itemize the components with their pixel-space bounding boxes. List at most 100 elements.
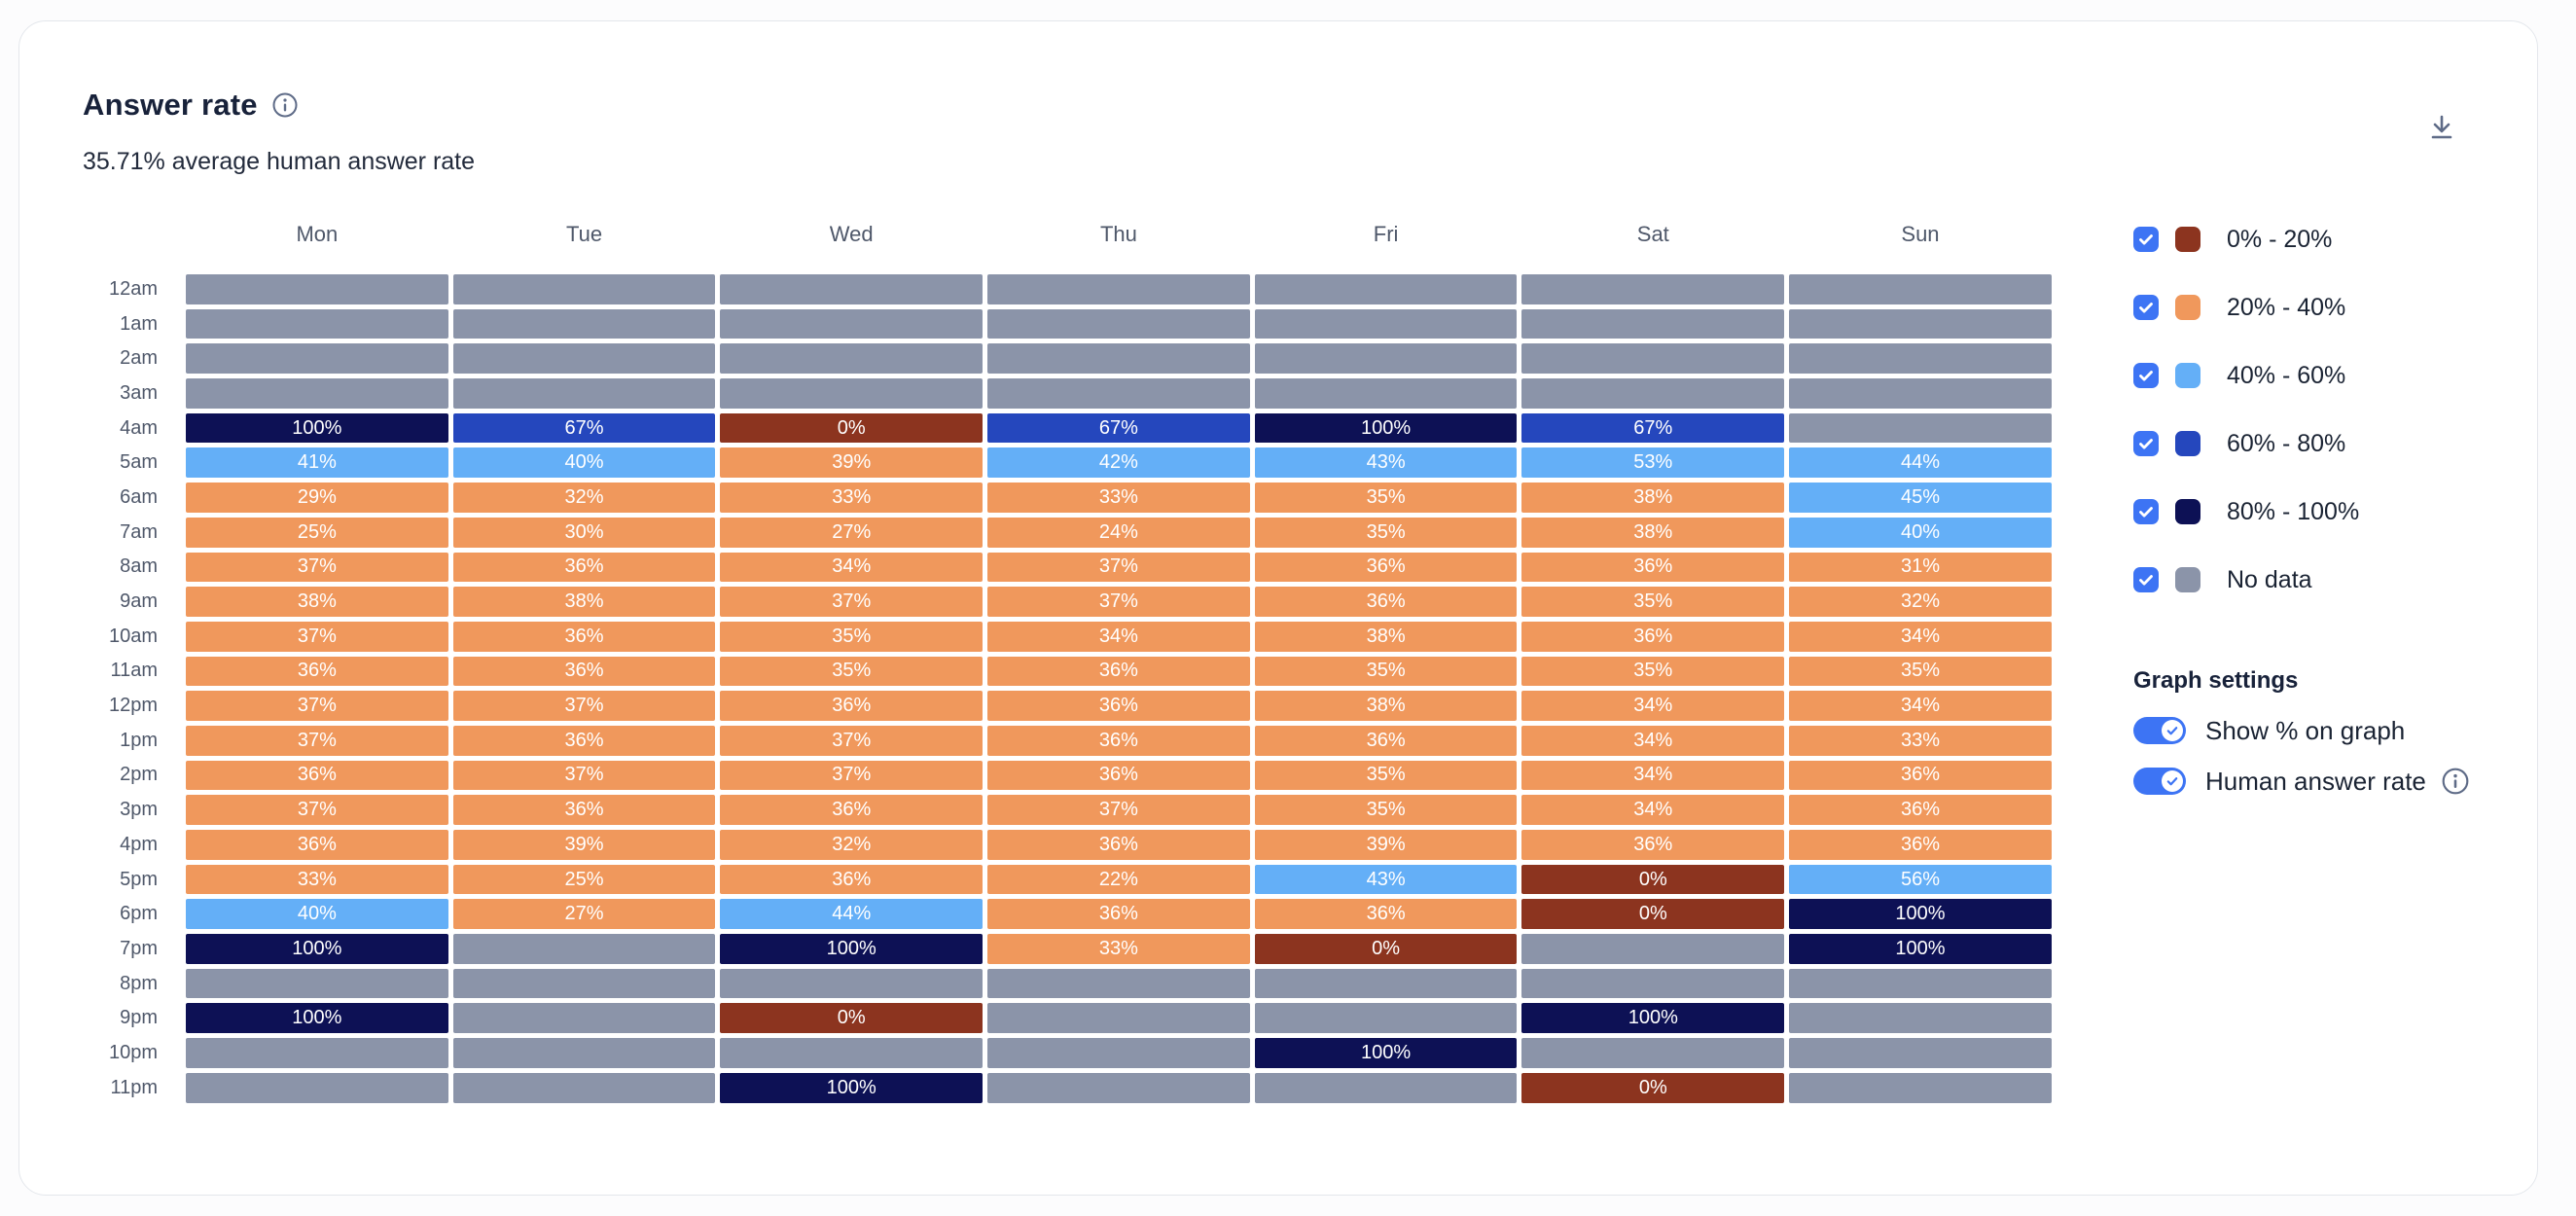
toggle-switch-0[interactable] [2133,717,2186,744]
heatmap-cell-sat-4am[interactable]: 67% [1521,412,1785,444]
heatmap-cell-fri-10am[interactable]: 38% [1254,621,1518,652]
download-button[interactable] [2420,107,2463,150]
heatmap-cell-tue-1pm[interactable]: 36% [452,725,716,756]
heatmap-cell-sun-9pm[interactable] [1789,1003,2052,1034]
heatmap-cell-wed-2am[interactable] [720,343,984,375]
heatmap-cell-fri-5pm[interactable]: 43% [1254,864,1518,895]
heatmap-cell-fri-3am[interactable] [1254,378,1518,409]
heatmap-cell-thu-9am[interactable]: 37% [987,587,1250,617]
heatmap-cell-sat-6pm[interactable]: 0% [1521,899,1785,930]
info-icon[interactable] [271,91,299,119]
heatmap-cell-tue-2pm[interactable]: 37% [452,760,716,791]
heatmap-cell-fri-3pm[interactable]: 35% [1254,795,1518,825]
heatmap-cell-sun-1pm[interactable]: 33% [1789,725,2052,756]
heatmap-cell-fri-9pm[interactable] [1254,1003,1518,1034]
heatmap-cell-thu-6am[interactable]: 33% [987,483,1250,513]
heatmap-cell-sat-7pm[interactable] [1521,934,1785,964]
heatmap-cell-wed-5pm[interactable]: 36% [720,864,984,895]
heatmap-cell-tue-5pm[interactable]: 25% [452,864,716,895]
heatmap-cell-wed-3am[interactable] [720,378,984,409]
heatmap-cell-sun-4pm[interactable]: 36% [1789,830,2052,860]
heatmap-cell-thu-4pm[interactable]: 36% [987,830,1250,860]
heatmap-cell-fri-1am[interactable] [1254,308,1518,340]
heatmap-cell-tue-10pm[interactable] [452,1038,716,1068]
heatmap-cell-wed-8pm[interactable] [720,968,984,999]
heatmap-cell-thu-1am[interactable] [987,308,1250,340]
heatmap-cell-sun-10am[interactable]: 34% [1789,621,2052,652]
heatmap-cell-mon-11pm[interactable] [186,1072,448,1103]
heatmap-cell-tue-3pm[interactable]: 36% [452,795,716,825]
heatmap-cell-wed-1am[interactable] [720,308,984,340]
heatmap-cell-thu-4am[interactable]: 67% [987,412,1250,444]
heatmap-cell-sat-11pm[interactable]: 0% [1521,1072,1785,1103]
heatmap-cell-tue-4am[interactable]: 67% [452,412,716,444]
heatmap-cell-sat-7am[interactable]: 38% [1521,517,1785,548]
heatmap-cell-tue-7pm[interactable] [452,934,716,964]
heatmap-cell-sun-3pm[interactable]: 36% [1789,795,2052,825]
toggle-switch-1[interactable] [2133,768,2186,795]
heatmap-cell-thu-6pm[interactable]: 36% [987,899,1250,930]
heatmap-cell-sat-9pm[interactable]: 100% [1521,1003,1785,1034]
heatmap-cell-wed-9pm[interactable]: 0% [720,1003,984,1034]
heatmap-cell-wed-10pm[interactable] [720,1038,984,1068]
heatmap-cell-sat-2pm[interactable]: 34% [1521,760,1785,791]
heatmap-cell-sun-4am[interactable] [1789,412,2052,444]
heatmap-cell-sun-7am[interactable]: 40% [1789,517,2052,548]
heatmap-cell-sun-1am[interactable] [1789,308,2052,340]
heatmap-cell-wed-3pm[interactable]: 36% [720,795,984,825]
heatmap-cell-mon-7pm[interactable]: 100% [186,934,448,964]
heatmap-cell-sat-5am[interactable]: 53% [1521,447,1785,479]
heatmap-cell-thu-9pm[interactable] [987,1003,1250,1034]
heatmap-cell-thu-5am[interactable]: 42% [987,447,1250,479]
heatmap-cell-tue-9am[interactable]: 38% [452,587,716,617]
heatmap-cell-tue-3am[interactable] [452,378,716,409]
heatmap-cell-mon-4pm[interactable]: 36% [186,830,448,860]
heatmap-cell-sat-11am[interactable]: 35% [1521,656,1785,687]
heatmap-cell-wed-11pm[interactable]: 100% [720,1072,984,1103]
heatmap-cell-tue-8pm[interactable] [452,968,716,999]
heatmap-cell-mon-2pm[interactable]: 36% [186,760,448,791]
legend-checkbox-5[interactable] [2133,567,2159,592]
heatmap-cell-wed-6am[interactable]: 33% [720,483,984,513]
heatmap-cell-wed-4am[interactable]: 0% [720,412,984,444]
heatmap-cell-sun-11pm[interactable] [1789,1072,2052,1103]
heatmap-cell-thu-7am[interactable]: 24% [987,517,1250,548]
legend-checkbox-4[interactable] [2133,499,2159,524]
heatmap-cell-sun-3am[interactable] [1789,378,2052,409]
heatmap-cell-fri-11pm[interactable] [1254,1072,1518,1103]
heatmap-cell-sun-2am[interactable] [1789,343,2052,375]
heatmap-cell-wed-9am[interactable]: 37% [720,587,984,617]
heatmap-cell-sat-8pm[interactable] [1521,968,1785,999]
heatmap-cell-mon-3am[interactable] [186,378,448,409]
heatmap-cell-tue-9pm[interactable] [452,1003,716,1034]
heatmap-cell-sun-2pm[interactable]: 36% [1789,760,2052,791]
legend-checkbox-0[interactable] [2133,227,2159,252]
heatmap-cell-sun-5am[interactable]: 44% [1789,447,2052,479]
heatmap-cell-mon-9am[interactable]: 38% [186,587,448,617]
heatmap-cell-mon-6am[interactable]: 29% [186,483,448,513]
heatmap-cell-sat-1am[interactable] [1521,308,1785,340]
heatmap-cell-sun-6am[interactable]: 45% [1789,483,2052,513]
legend-checkbox-3[interactable] [2133,431,2159,456]
heatmap-cell-fri-4pm[interactable]: 39% [1254,830,1518,860]
heatmap-cell-fri-7am[interactable]: 35% [1254,517,1518,548]
heatmap-cell-thu-5pm[interactable]: 22% [987,864,1250,895]
info-icon[interactable] [2441,767,2470,796]
heatmap-cell-thu-3am[interactable] [987,378,1250,409]
heatmap-cell-sun-8am[interactable]: 31% [1789,552,2052,583]
heatmap-cell-tue-7am[interactable]: 30% [452,517,716,548]
heatmap-cell-wed-12am[interactable] [720,274,984,304]
heatmap-cell-fri-2am[interactable] [1254,343,1518,375]
heatmap-cell-wed-10am[interactable]: 35% [720,621,984,652]
heatmap-cell-mon-1pm[interactable]: 37% [186,725,448,756]
heatmap-cell-mon-9pm[interactable]: 100% [186,1003,448,1034]
heatmap-cell-wed-5am[interactable]: 39% [720,447,984,479]
heatmap-cell-thu-11am[interactable]: 36% [987,656,1250,687]
heatmap-cell-wed-12pm[interactable]: 36% [720,691,984,721]
heatmap-cell-thu-11pm[interactable] [987,1072,1250,1103]
heatmap-cell-sun-9am[interactable]: 32% [1789,587,2052,617]
heatmap-cell-wed-7am[interactable]: 27% [720,517,984,548]
heatmap-cell-thu-10pm[interactable] [987,1038,1250,1068]
heatmap-cell-tue-4pm[interactable]: 39% [452,830,716,860]
heatmap-cell-sun-7pm[interactable]: 100% [1789,934,2052,964]
